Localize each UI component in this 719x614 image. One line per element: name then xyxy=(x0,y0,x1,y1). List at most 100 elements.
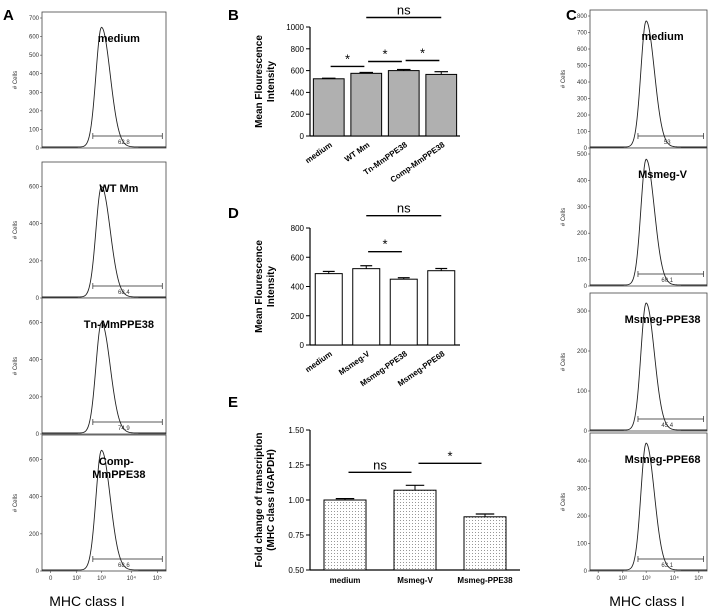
hist-sample-label: Comp- xyxy=(99,456,134,468)
bar-b-2 xyxy=(387,70,420,137)
panel-c-x-axis-title: MHC class I xyxy=(609,593,684,609)
hist-sample-label: medium xyxy=(98,33,140,45)
hist-gate-value: 68.4 xyxy=(118,290,130,296)
bar-y-title-line: (MHC class I/GAPDH) xyxy=(266,449,277,551)
hist-curve xyxy=(589,442,708,571)
hist-gate-value: 63.1 xyxy=(661,563,673,569)
hist-y-tick-label: 0 xyxy=(36,146,40,152)
hist-panel-a-0: 0 100 200 300 400 500 600 700 # Cells 62.8 medium xyxy=(13,11,167,152)
hist-gate-value: 74.9 xyxy=(118,426,130,432)
hist-sample-label: Msmeg-PPE68 xyxy=(625,454,701,466)
hist-sample-label: medium xyxy=(641,31,683,43)
significance-label: ns xyxy=(397,3,411,18)
hist-curve xyxy=(41,186,167,298)
hist-frame xyxy=(41,11,167,149)
hist-y-tick-label: 0 xyxy=(584,284,588,290)
hist-y-tick-label: 400 xyxy=(29,72,40,78)
bar-e-1 xyxy=(393,489,437,571)
significance-label: * xyxy=(447,448,452,463)
hist-y-title: # Cells xyxy=(13,494,19,512)
hist-y-tick-label: 200 xyxy=(29,259,40,265)
hist-gate-value: 53 xyxy=(664,140,671,146)
hist-y-tick-label: 200 xyxy=(29,395,40,401)
bar-y-tick-label: 800 xyxy=(291,224,305,233)
panel-c-histograms: 0 100 200 300 400 500 600 700 800 # Cells 53 medium… xyxy=(561,9,708,582)
bar-category-label: WT Mm xyxy=(343,140,371,164)
hist-y-title: # Cells xyxy=(561,70,567,88)
bar-y-title-line: Mean Flourescence xyxy=(254,240,265,333)
hist-y-tick-label: 400 xyxy=(577,178,588,184)
hist-x-tick-label: 10⁵ xyxy=(153,575,163,582)
hist-y-tick-label: 0 xyxy=(36,569,40,575)
bar-y-title: Mean FlourescenceIntensity xyxy=(254,35,277,128)
bar-y-tick-label: 0 xyxy=(300,341,305,350)
significance-label: * xyxy=(382,47,387,62)
significance-label: ns xyxy=(373,457,387,472)
hist-sample-label: MmPPE38 xyxy=(92,469,145,481)
panel-b-bar-chart: 0 200 400 600 800 1000 Mean FlourescenceIntens… xyxy=(254,3,460,184)
bar-category-label: Msmeg-V xyxy=(337,349,372,377)
bar-b-1 xyxy=(350,72,383,137)
hist-sample-label: Tn-MmPPE38 xyxy=(84,319,154,331)
hist-frame xyxy=(589,147,708,287)
bar-y-tick-label: 600 xyxy=(291,67,305,76)
hist-y-tick-label: 600 xyxy=(29,35,40,41)
hist-y-tick-label: 200 xyxy=(29,532,40,538)
bar-y-tick-label: 400 xyxy=(291,88,305,97)
hist-y-tick-label: 500 xyxy=(577,152,588,158)
hist-x-tick-label: 10⁴ xyxy=(127,575,137,582)
bar-y-tick-label: 400 xyxy=(291,283,305,292)
hist-sample-label: Msmeg-V xyxy=(638,169,688,181)
significance-label: * xyxy=(420,46,425,61)
hist-curve xyxy=(589,20,708,148)
bar-y-title: Mean FlourescenceIntensity xyxy=(254,240,277,333)
hist-y-tick-label: 200 xyxy=(577,514,588,520)
hist-y-tick-label: 100 xyxy=(29,127,40,133)
bar-y-tick-label: 0 xyxy=(300,132,305,141)
bar-y-title-line: Intensity xyxy=(266,266,277,308)
hist-y-tick-label: 600 xyxy=(29,321,40,327)
bar-y-tick-label: 1.50 xyxy=(288,426,304,435)
hist-y-tick-label: 100 xyxy=(577,542,588,548)
hist-panel-c-2: 0 100 200 300 # Cells 45.4 Msmeg-PPE38 xyxy=(561,292,708,435)
bar-y-tick-label: 1.00 xyxy=(288,496,304,505)
bar-y-tick-label: 800 xyxy=(291,45,305,54)
hist-y-tick-label: 400 xyxy=(29,358,40,364)
hist-y-tick-label: 0 xyxy=(584,146,588,152)
hist-y-title: # Cells xyxy=(13,71,19,89)
bar-y-tick-label: 1.25 xyxy=(288,461,304,470)
bar-d-3 xyxy=(427,270,456,346)
hist-panel-c-0: 0 100 200 300 400 500 600 700 800 # Cells 53 medium xyxy=(561,9,708,152)
bar-e-0 xyxy=(323,499,367,571)
hist-gate-value: 68.6 xyxy=(118,563,130,569)
hist-curve xyxy=(589,302,708,431)
hist-panel-c-1: 0 100 200 300 400 500 # Cells 60.1 Msmeg-V xyxy=(561,147,708,290)
hist-y-tick-label: 300 xyxy=(577,487,588,493)
bar-d-2 xyxy=(389,278,418,346)
hist-frame xyxy=(41,297,167,435)
hist-y-tick-label: 500 xyxy=(577,64,588,70)
hist-x-tick-label: 10⁴ xyxy=(670,575,680,582)
bar-category-label: medium xyxy=(330,576,361,585)
bar-y-title-line: Mean Flourescence xyxy=(254,35,265,128)
hist-y-tick-label: 200 xyxy=(577,349,588,355)
hist-y-tick-label: 300 xyxy=(577,205,588,211)
hist-frame xyxy=(589,292,708,432)
panel-letter-e: E xyxy=(228,394,238,411)
hist-x-tick-label: 0 xyxy=(597,576,601,582)
bar-y-tick-label: 200 xyxy=(291,312,305,321)
bar-y-title-line: Fold change of transcription xyxy=(254,432,265,567)
hist-y-tick-label: 700 xyxy=(29,16,40,22)
hist-x-tick-label: 10² xyxy=(72,576,81,582)
hist-y-tick-label: 700 xyxy=(577,31,588,37)
hist-y-tick-label: 600 xyxy=(29,185,40,191)
hist-panel-a-1: 0 200 400 600 # Cells 68.4 WT Mm xyxy=(13,161,167,302)
bar-y-tick-label: 0.50 xyxy=(288,566,304,575)
hist-y-tick-label: 400 xyxy=(577,80,588,86)
bar-y-tick-label: 200 xyxy=(291,110,305,119)
bar-y-title-line: Intensity xyxy=(266,61,277,103)
panel-letter-c: C xyxy=(566,7,577,24)
bar-y-title: Fold change of transcription(MHC class I… xyxy=(254,432,277,567)
bar-d-1 xyxy=(352,268,381,346)
